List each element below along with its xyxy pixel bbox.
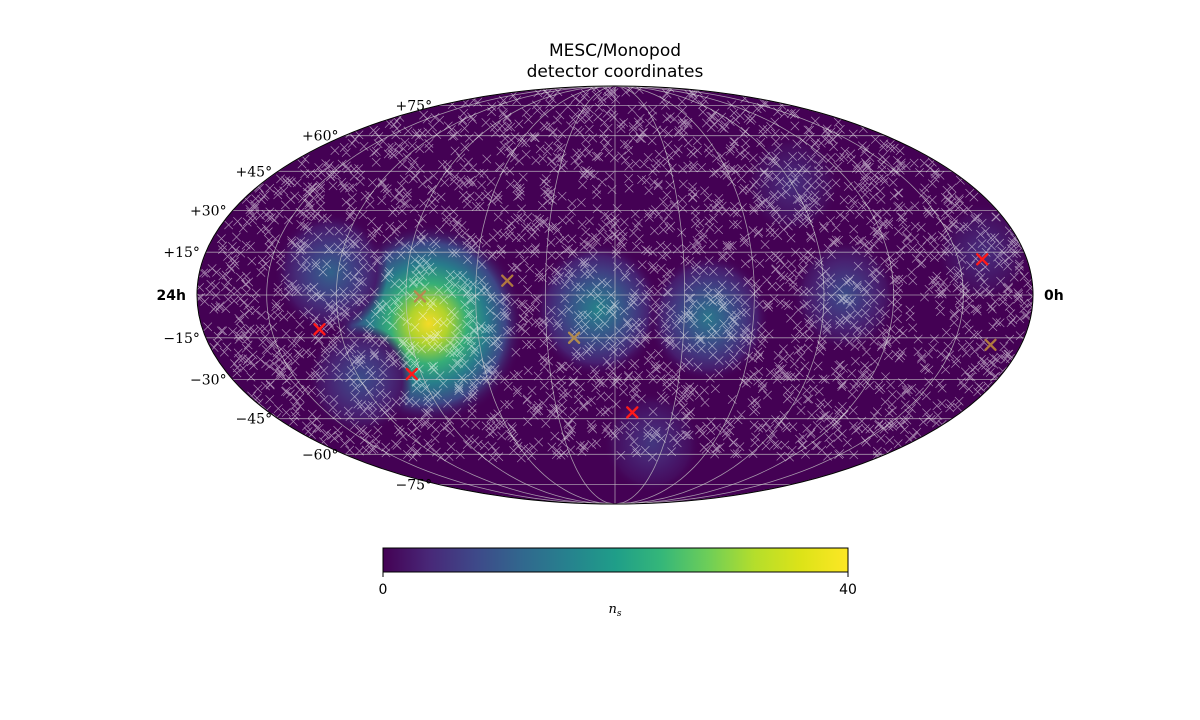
colorbar-min-label: 0 — [379, 582, 388, 598]
source-marker — [567, 331, 581, 344]
source-marker — [501, 274, 514, 287]
colorbar: 0 40 ns — [379, 547, 857, 619]
ra-gridline — [266, 86, 616, 504]
dec-tick-label: +60° — [302, 129, 339, 145]
source-marker — [405, 367, 419, 381]
dec-tick-label: −45° — [236, 412, 273, 428]
chart-subtitle: detector coordinates — [527, 62, 704, 82]
sky-outline — [196, 85, 1034, 505]
sky-map — [197, 86, 1033, 504]
heat-blob — [603, 392, 701, 494]
ra-gridline — [614, 86, 895, 504]
source-markers — [313, 253, 997, 419]
dec-tick-label: −30° — [190, 372, 227, 388]
source-marker — [984, 338, 997, 352]
colorbar-label: ns — [609, 602, 622, 619]
dec-tick-labels: +75° +60° +45° +30° +15° −15° −30° −45° −60° −75° — [163, 99, 432, 494]
event-markers — [197, 86, 1033, 463]
dec-tick-label: −75° — [396, 477, 433, 493]
chart-title: MESC/Monopod — [549, 41, 681, 61]
colorbar-max-label: 40 — [839, 582, 857, 598]
source-marker — [413, 290, 427, 303]
source-marker — [626, 406, 639, 419]
ra-gridline — [614, 86, 686, 504]
ra-gridline — [405, 86, 616, 504]
heat-blob — [647, 253, 770, 382]
dec-tick-label: +30° — [190, 204, 227, 220]
ra-gridline — [544, 86, 616, 504]
dec-tick-label: +15° — [163, 245, 200, 261]
dec-tick-label: −15° — [163, 331, 200, 347]
source-marker — [976, 253, 989, 266]
ra-gridline — [614, 86, 825, 504]
ra-label-right: 0h — [1044, 288, 1064, 304]
colorbar-gradient — [382, 547, 849, 573]
heat-blob — [274, 212, 388, 332]
event-crosses — [197, 86, 1033, 463]
source-marker — [313, 323, 326, 336]
dec-tick-label: −60° — [302, 447, 339, 463]
ra-label-left: 24h — [157, 288, 186, 304]
heat-blob — [533, 242, 662, 377]
dec-tick-label: +45° — [236, 164, 273, 180]
dec-tick-label: +75° — [396, 99, 433, 115]
